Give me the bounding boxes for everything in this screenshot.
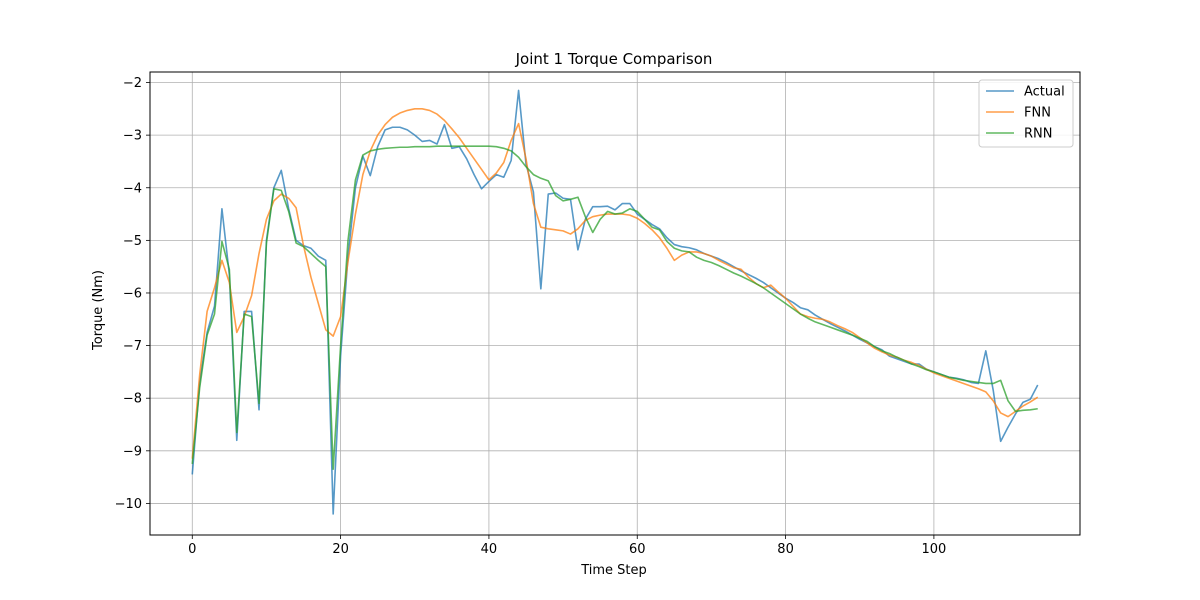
x-tick-label: 60 xyxy=(629,542,646,557)
x-tick-label: 20 xyxy=(332,542,349,557)
x-axis-label: Time Step xyxy=(580,563,647,578)
x-tick-label: 40 xyxy=(481,542,498,557)
y-axis-ticks: −10 −9 −8 −7 −6 −5 −4 −3 −2 xyxy=(115,76,150,512)
legend-label-rnn: RNN xyxy=(1024,127,1052,142)
x-axis-ticks: 0 20 40 60 80 100 xyxy=(188,535,946,557)
y-axis-label: Torque (Nm) xyxy=(91,270,106,351)
chart-title: Joint 1 Torque Comparison xyxy=(515,50,713,68)
x-tick-label: 0 xyxy=(188,542,196,557)
y-tick-label: −9 xyxy=(123,444,142,459)
y-tick-label: −2 xyxy=(123,76,142,91)
series-line-actual xyxy=(191,89,1039,515)
legend-box xyxy=(978,79,1074,148)
plot-series xyxy=(191,89,1039,515)
plot-area-frame xyxy=(149,71,1081,536)
y-tick-label: −10 xyxy=(115,497,142,512)
y-tick-label: −7 xyxy=(123,339,142,354)
x-tick-label: 100 xyxy=(921,542,946,557)
legend: Actual FNN RNN xyxy=(978,79,1074,148)
grid xyxy=(150,72,1080,535)
y-tick-label: −4 xyxy=(123,181,142,196)
series-line-rnn xyxy=(191,145,1038,471)
y-tick-label: −8 xyxy=(123,392,142,407)
legend-label-fnn: FNN xyxy=(1024,106,1051,121)
x-tick-label: 80 xyxy=(777,542,794,557)
y-tick-label: −5 xyxy=(123,234,142,249)
legend-label-actual: Actual xyxy=(1024,85,1065,100)
y-tick-label: −3 xyxy=(123,129,142,144)
y-tick-label: −6 xyxy=(123,286,142,301)
